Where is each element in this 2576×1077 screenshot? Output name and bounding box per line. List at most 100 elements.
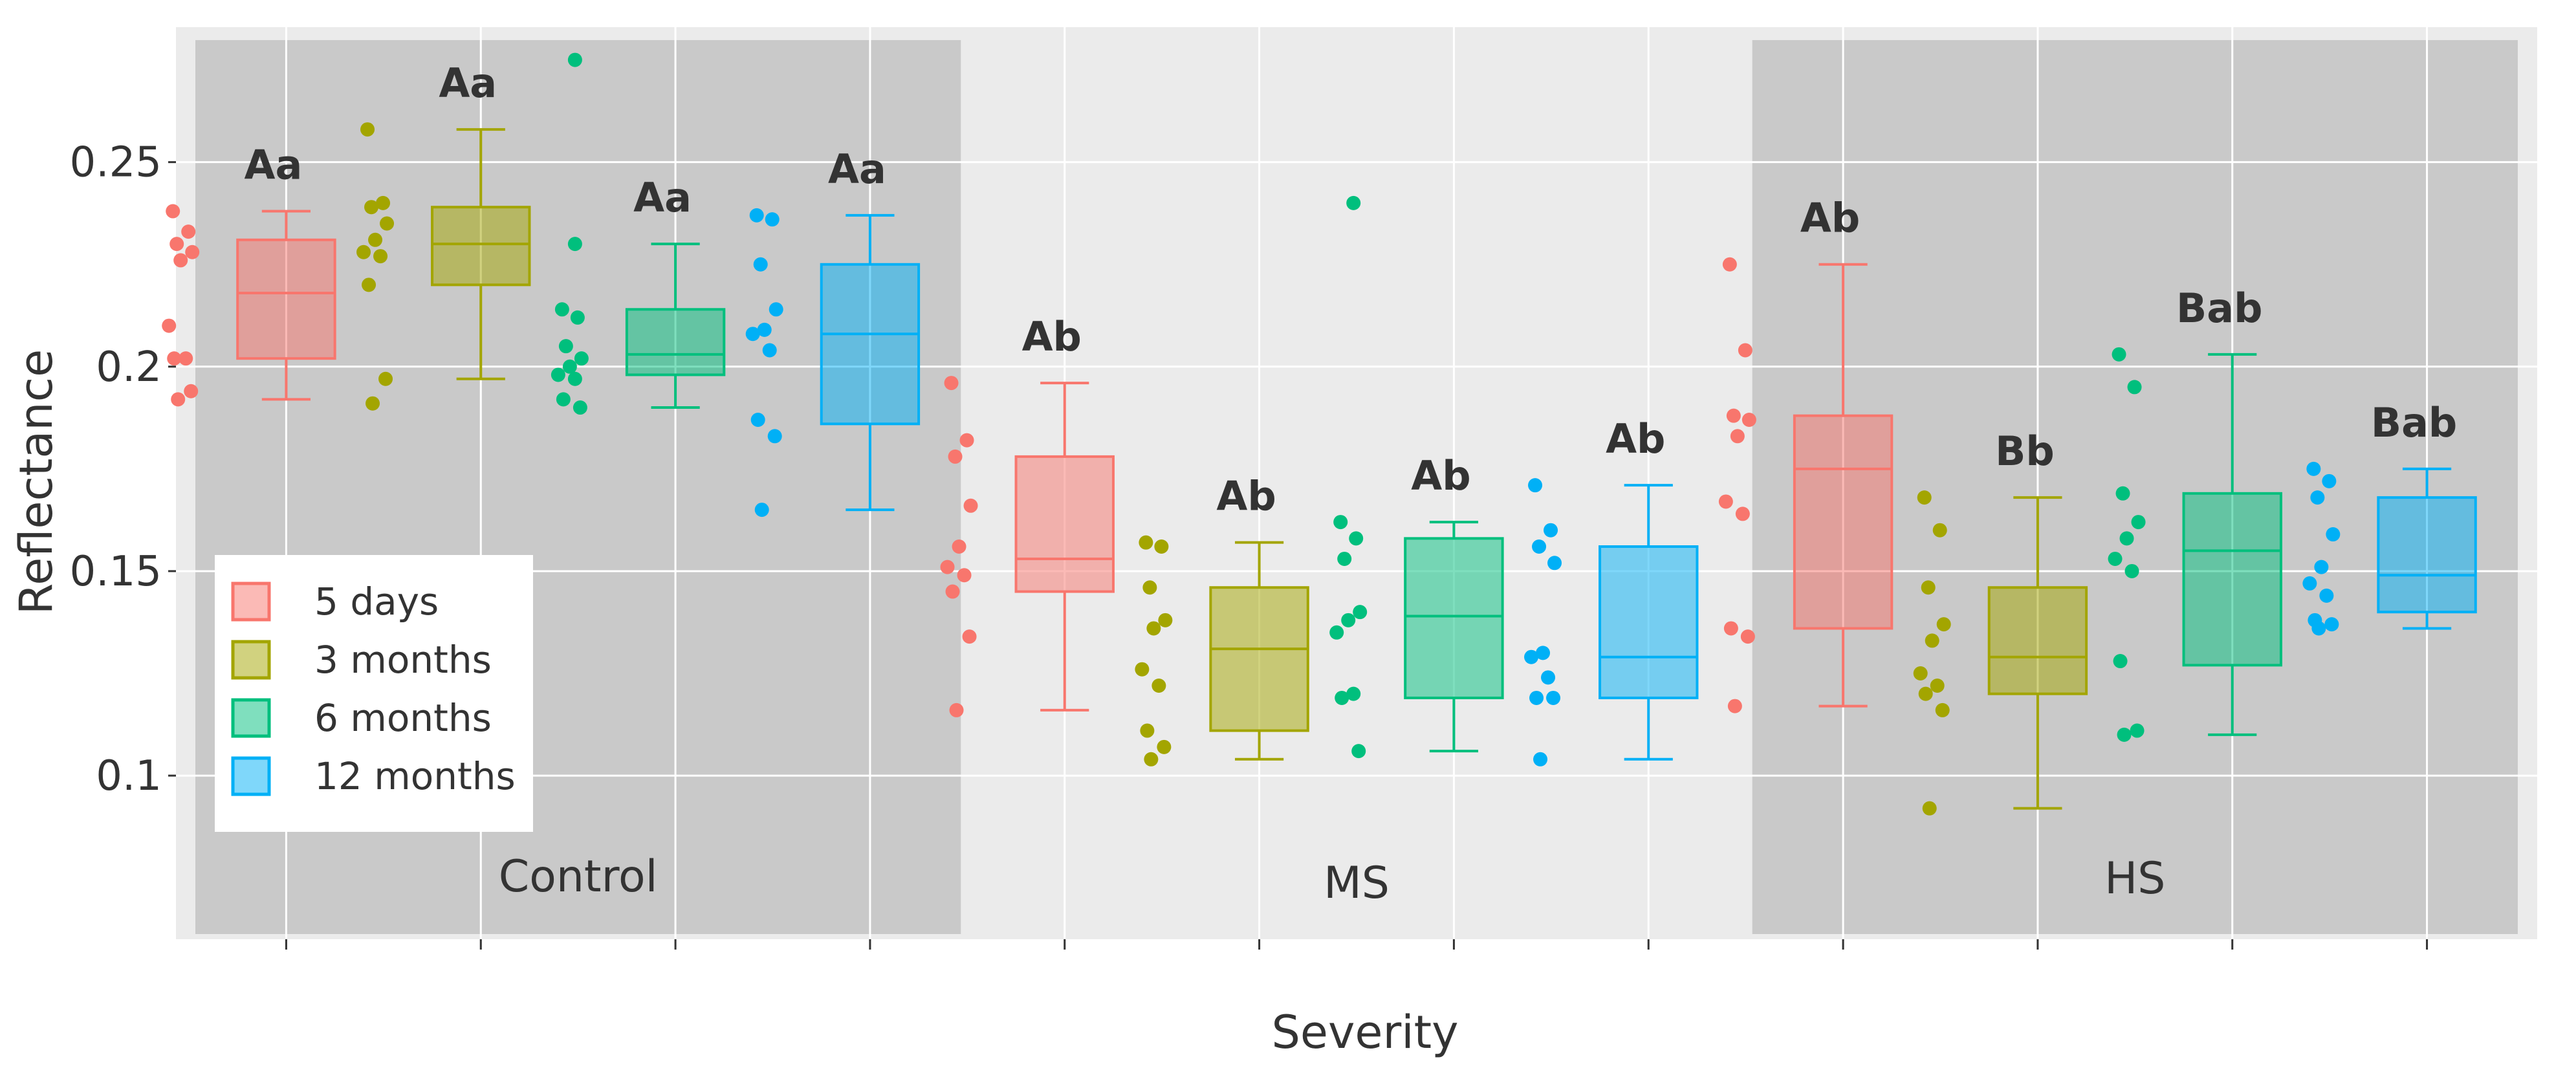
data-point: [551, 367, 565, 382]
data-point: [368, 232, 383, 247]
data-point: [364, 200, 379, 215]
data-point: [2130, 723, 2145, 738]
data-point: [1524, 649, 1539, 664]
data-point: [1741, 412, 1756, 427]
data-point: [769, 302, 783, 317]
data-point: [2117, 727, 2132, 742]
legend: 5 days 3 months 6 months 12 months: [215, 555, 533, 832]
legend-key: [231, 756, 271, 796]
outlier-point: [1346, 195, 1361, 210]
significance-letter: Ab: [1800, 195, 1860, 242]
data-point: [2306, 461, 2321, 476]
box-hs-3-months: [1987, 496, 2088, 810]
y-axis-title: Reflectance: [10, 349, 63, 615]
data-point: [570, 310, 585, 325]
points-layer: [162, 52, 2341, 816]
box-body: [1014, 455, 1115, 593]
data-point: [2326, 527, 2341, 542]
data-point: [376, 195, 391, 210]
y-tick-label: 0.2: [96, 343, 162, 391]
group-label-ms: MS: [1324, 858, 1390, 909]
significance-letter: Bab: [2371, 399, 2457, 446]
data-point: [745, 327, 760, 342]
data-point: [2113, 654, 2128, 669]
box-hs-12-months: [2377, 467, 2477, 630]
data-point: [1922, 801, 1937, 816]
data-point: [378, 371, 393, 386]
outlier-point: [567, 237, 582, 252]
group-label-hs: HS: [2104, 853, 2165, 904]
data-point: [2127, 380, 2142, 395]
data-point: [573, 400, 587, 415]
data-point: [2112, 347, 2126, 362]
data-point: [184, 384, 199, 398]
box-control-3-months: [431, 128, 531, 380]
data-point: [360, 122, 375, 137]
x-axis: [285, 939, 2429, 950]
data-point: [162, 318, 177, 333]
data-point: [567, 371, 582, 386]
significance-letter: Ab: [1606, 415, 1665, 462]
box-body: [820, 263, 921, 426]
box-hs-6-months: [2182, 353, 2282, 736]
data-point: [171, 392, 186, 407]
data-point: [1740, 629, 1755, 644]
legend-label: 12 months: [314, 754, 516, 798]
legend-key: [231, 582, 271, 622]
group-label-control: Control: [499, 851, 658, 902]
data-point: [1158, 613, 1173, 627]
data-point: [1346, 686, 1361, 701]
significance-letter: Ab: [1022, 313, 1082, 360]
box-body: [625, 308, 726, 376]
letters-layer: Aa Aa Aa Aa Ab Ab Ab Ab Ab Bb Bab Bab: [245, 60, 2458, 520]
data-point: [948, 449, 963, 464]
data-point: [1935, 702, 1950, 717]
data-point: [957, 568, 972, 583]
data-point: [373, 249, 388, 264]
data-point: [963, 498, 978, 513]
data-point: [1918, 686, 1933, 701]
data-point: [2322, 473, 2337, 488]
significance-letter: Aa: [633, 174, 692, 221]
data-point: [2314, 560, 2329, 574]
box-body: [1599, 545, 1699, 699]
significance-letter: Bab: [2176, 285, 2262, 332]
data-point: [362, 277, 377, 292]
data-point: [1727, 699, 1742, 713]
data-point: [750, 412, 765, 427]
data-point: [1341, 613, 1356, 627]
data-point: [1154, 539, 1169, 554]
data-point: [1146, 621, 1161, 636]
x-axis-title: Severity: [1271, 1006, 1458, 1059]
data-point: [1547, 556, 1562, 571]
data-point: [754, 503, 769, 517]
data-point: [1353, 605, 1368, 620]
data-point: [1726, 408, 1741, 423]
data-point: [1333, 515, 1348, 530]
data-point: [945, 584, 960, 599]
data-point: [1144, 752, 1159, 767]
data-point: [166, 204, 180, 219]
outlier-point: [567, 52, 582, 67]
data-point: [1142, 580, 1157, 595]
data-point: [1349, 531, 1364, 546]
data-point: [2310, 490, 2325, 505]
significance-letter: Aa: [245, 142, 303, 189]
data-point: [1351, 744, 1366, 759]
data-point: [757, 322, 772, 337]
legend-label: 6 months: [314, 696, 492, 740]
data-point: [1936, 617, 1951, 632]
data-point: [1546, 690, 1561, 705]
legend-key: [231, 640, 271, 680]
data-point: [1139, 535, 1153, 550]
box-ms-5-days: [1014, 382, 1115, 712]
data-point: [1544, 523, 1558, 538]
data-point: [762, 343, 777, 358]
legend-key: [231, 698, 271, 738]
box-body: [1987, 586, 2088, 695]
data-point: [1541, 670, 1556, 685]
box-ms-3-months: [1209, 541, 1309, 761]
data-point: [1913, 666, 1928, 681]
significance-letter: Aa: [439, 60, 497, 107]
